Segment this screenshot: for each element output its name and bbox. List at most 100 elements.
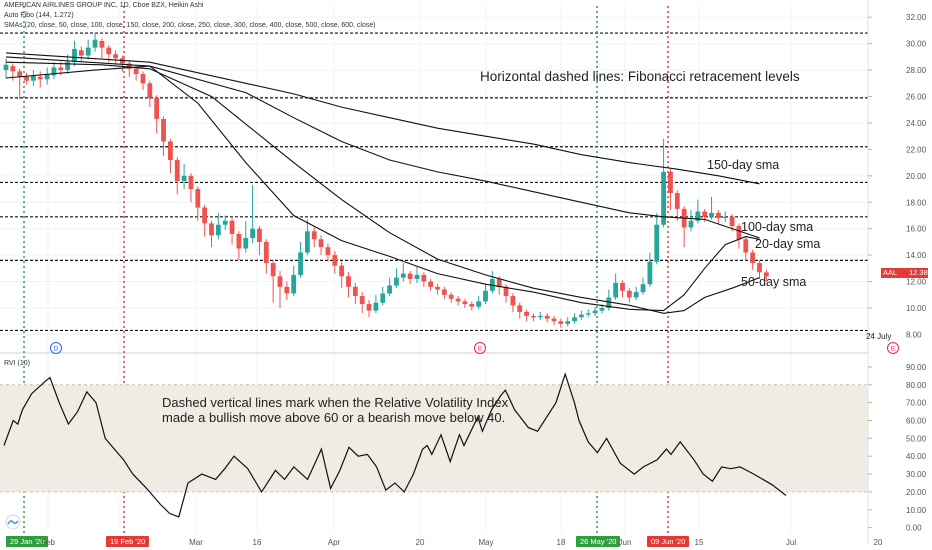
candle-86 — [592, 310, 598, 314]
candle-58 — [400, 273, 406, 278]
candle-44 — [305, 231, 310, 253]
event-marker-circle-e2 — [887, 342, 899, 354]
sma-20-line — [5, 65, 760, 312]
candle-15 — [106, 47, 112, 55]
last-price: 12.38 — [909, 268, 928, 277]
candle-72 — [496, 278, 502, 287]
candle-65 — [448, 294, 454, 299]
rvi-tick-20: 20.00 — [906, 488, 927, 497]
candle-57 — [394, 277, 399, 286]
candle-95 — [654, 224, 660, 262]
candle-25 — [174, 159, 180, 182]
candle-3 — [24, 76, 29, 81]
sma100-annotation: 100-day sma — [741, 220, 814, 234]
event-marker-e1[interactable]: E — [474, 342, 486, 354]
candle-73 — [503, 286, 509, 297]
candle-51 — [352, 286, 358, 297]
candle-61 — [421, 274, 427, 282]
candle-63 — [435, 286, 440, 290]
price-tag: AAL 12.38 — [881, 268, 928, 278]
fibo-indicator-label[interactable]: Auto Fibo (144, 1.272) — [4, 12, 74, 19]
candle-80 — [551, 318, 557, 322]
candle-82 — [565, 321, 571, 324]
price-tick-18: 18.00 — [906, 198, 927, 207]
candle-109 — [750, 252, 756, 264]
candle-100 — [688, 220, 694, 228]
fib-levels — [0, 32, 932, 332]
event-marker-circle-d — [50, 342, 62, 354]
candle-91 — [626, 290, 632, 298]
candle-93 — [640, 284, 646, 293]
fib-annotation: Horizontal dashed lines: Fibonacci retra… — [480, 69, 800, 84]
candle-5 — [37, 76, 43, 80]
candle-79 — [544, 315, 550, 319]
sma-50-line — [5, 61, 760, 314]
rvi-indicator-label[interactable]: RVI (10) — [4, 360, 30, 367]
rvi-annotation-line-1: Dashed vertical lines mark when the Rela… — [162, 395, 509, 410]
x-tick-mar: Mar — [189, 538, 203, 547]
price-tick-26: 26.00 — [906, 93, 927, 102]
candle-101 — [695, 211, 701, 221]
candle-38 — [263, 241, 269, 264]
x-tick-may-18: 18 — [556, 538, 566, 547]
x-tick-apr: Apr — [327, 538, 341, 547]
candle-90 — [620, 282, 625, 291]
event-marker-label-e2: E — [891, 346, 896, 353]
rvi-line — [3, 372, 787, 518]
candle-20 — [140, 74, 146, 84]
candle-68 — [469, 304, 475, 307]
price-tick-16: 16.00 — [906, 225, 927, 234]
candle-89 — [613, 282, 619, 298]
candle-97 — [668, 171, 673, 194]
chart-title: AMERICAN AIRLINES GROUP INC, 1D, Cboe BZ… — [4, 2, 204, 9]
candle-88 — [606, 297, 612, 308]
candle-105 — [722, 216, 728, 219]
candle-36 — [250, 228, 255, 238]
sma-150-line — [5, 52, 760, 185]
x-tick-jul: Jul — [785, 538, 797, 547]
candle-103 — [709, 212, 714, 217]
price-tick-30: 30.00 — [906, 40, 927, 49]
candle-6 — [44, 74, 50, 80]
x-tick-jun: Jun — [618, 538, 632, 547]
candle-110 — [757, 263, 762, 273]
sma-indicator-label[interactable]: SMAs (20, close, 50, close, 100, close, … — [4, 22, 376, 29]
event-marker-e2[interactable]: E — [887, 342, 899, 354]
candle-56 — [387, 285, 392, 294]
candle-30 — [209, 223, 214, 236]
signal-date-tag-2: 19 Feb '20 — [106, 536, 150, 547]
candle-92 — [633, 292, 639, 298]
candle-47 — [325, 247, 331, 256]
event-marker-d[interactable]: D — [50, 342, 62, 354]
sma50-annotation: 50-day sma — [741, 275, 807, 289]
candle-104 — [716, 212, 721, 219]
sma20-annotation: 20-day sma — [755, 237, 821, 251]
x-tick-jun-15: 15 — [694, 538, 704, 547]
candle-94 — [647, 261, 653, 285]
candle-22 — [154, 97, 160, 119]
candle-85 — [585, 313, 591, 315]
sma-lines — [5, 52, 760, 314]
candle-53 — [366, 304, 372, 311]
rvi-annotation-line-2: made a bullish move above 60 or a bearis… — [162, 410, 506, 425]
rvi-tick-70: 70.00 — [906, 399, 927, 408]
candle-96 — [661, 171, 666, 225]
candle-102 — [702, 211, 708, 217]
candle-70 — [483, 290, 488, 302]
candle-69 — [476, 301, 482, 307]
sma-100-line — [5, 56, 760, 239]
candle-0 — [3, 64, 9, 71]
candle-34 — [236, 233, 242, 249]
candle-45 — [311, 231, 317, 240]
price-tick-8: 8.00 — [906, 330, 922, 339]
sma150-annotation: 150-day sma — [707, 158, 780, 172]
candle-107 — [736, 226, 742, 240]
candle-32 — [222, 220, 228, 225]
candle-21 — [147, 83, 153, 98]
candle-75 — [517, 305, 523, 312]
candle-18 — [126, 63, 132, 69]
candle-83 — [572, 317, 577, 322]
x-tick-apr-20: 20 — [415, 538, 425, 547]
candle-77 — [531, 315, 536, 318]
